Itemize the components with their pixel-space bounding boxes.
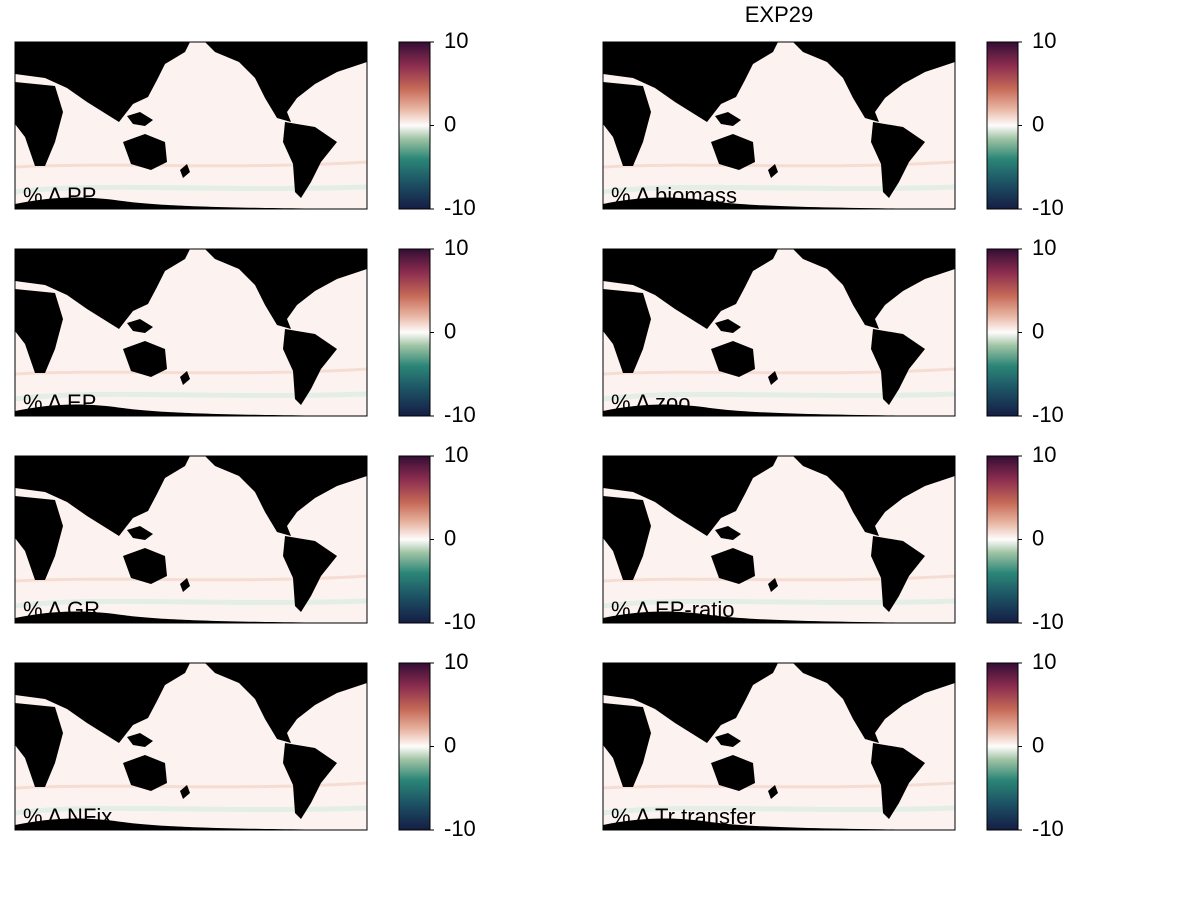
colorbar — [986, 248, 1019, 417]
panel-label: % Δ EP — [23, 390, 96, 415]
map-frame — [602, 662, 956, 831]
colorbar-tick-label: -10 — [1032, 609, 1064, 634]
colorbar-tick-label: -10 — [444, 609, 476, 634]
colorbar-tick-label: 0 — [444, 318, 456, 343]
panel: % Δ Tr transfer — [603, 663, 955, 830]
panel: % Δ zoo — [603, 249, 955, 416]
colorbar-tick-label: 10 — [1032, 649, 1056, 674]
colorbar-tick-label: 0 — [1032, 318, 1044, 343]
colorbar-tick-label: 0 — [444, 111, 456, 136]
colorbar-tick-label: 10 — [444, 235, 468, 260]
panel: % Δ EP — [15, 249, 367, 416]
colorbar — [398, 662, 431, 831]
colorbar-tick-label: -10 — [444, 402, 476, 427]
colorbar-tick-label: 10 — [444, 442, 468, 467]
colorbar-tick-label: -10 — [1032, 195, 1064, 220]
panel-label: % Δ Tr transfer — [611, 804, 756, 829]
panel-label: % Δ PP — [23, 183, 96, 208]
colorbar-tick-label: -10 — [1032, 816, 1064, 841]
panel: % Δ EP-ratio — [603, 456, 955, 623]
colorbar-tick-label: 0 — [444, 525, 456, 550]
colorbar-tick-label: 0 — [1032, 732, 1044, 757]
panel: % Δ NFix — [15, 663, 367, 830]
colorbar-tick-label: 10 — [444, 28, 468, 53]
map-frame — [14, 41, 368, 210]
map-frame — [14, 248, 368, 417]
colorbar-tick-label: -10 — [444, 816, 476, 841]
colorbar-tick-label: 10 — [1032, 28, 1056, 53]
panel-label: % Δ biomass — [611, 183, 737, 208]
colorbar-tick-label: -10 — [444, 195, 476, 220]
colorbar-tick-label: 0 — [1032, 111, 1044, 136]
panel-label: % Δ zoo — [611, 390, 691, 415]
panel-label: % Δ GR — [23, 597, 100, 622]
panel: % Δ GR — [15, 456, 367, 623]
colorbar-tick-label: 10 — [444, 649, 468, 674]
map-frame — [14, 662, 368, 831]
map-frame — [602, 248, 956, 417]
colorbar — [398, 455, 431, 624]
panel: % Δ biomass — [603, 42, 955, 209]
colorbar — [986, 455, 1019, 624]
colorbar-tick-label: 10 — [1032, 235, 1056, 260]
panel-label: % Δ NFix — [23, 804, 112, 829]
colorbar-tick-label: 0 — [444, 732, 456, 757]
colorbar-tick-label: 0 — [1032, 525, 1044, 550]
map-frame — [602, 41, 956, 210]
panel-label: % Δ EP-ratio — [611, 597, 735, 622]
colorbar-tick-label: -10 — [1032, 402, 1064, 427]
map-frame — [602, 455, 956, 624]
panel: % Δ PP — [15, 42, 367, 209]
colorbar — [986, 41, 1019, 210]
colorbar — [398, 248, 431, 417]
map-frame — [14, 455, 368, 624]
figure-title: EXP29 — [745, 2, 814, 27]
colorbar — [398, 41, 431, 210]
colorbar-tick-label: 10 — [1032, 442, 1056, 467]
colorbar — [986, 662, 1019, 831]
